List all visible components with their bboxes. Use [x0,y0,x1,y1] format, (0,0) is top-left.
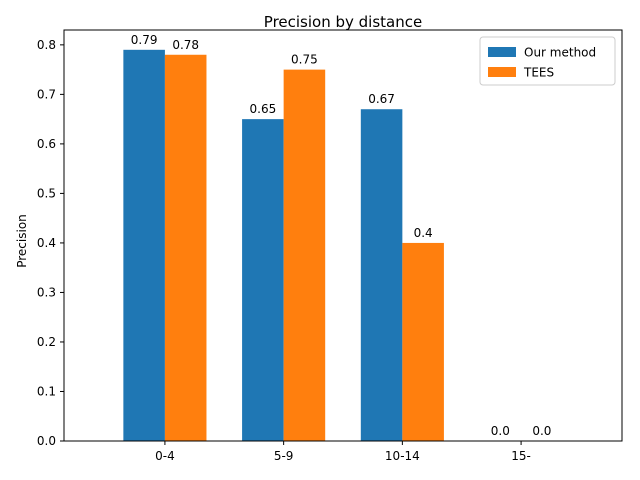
y-tick-label: 0.7 [37,87,56,101]
bar-tees-0-4 [164,54,207,442]
chart-title: Precision by distance [264,13,422,31]
legend-swatch [488,47,516,57]
y-tick-label: 0.3 [37,285,56,299]
bar-labels-group: 0.79 0.65 0.67 0.0 0.78 0.75 0.4 0.0 [131,33,552,438]
x-tick-label: 10-14 [385,449,420,463]
bar-value-label: 0.67 [368,92,395,106]
bar-tees-5-9 [283,69,326,442]
y-tick-label: 0.4 [37,236,56,250]
bar-our-method-10-14 [360,109,403,441]
y-tick-label: 0.5 [37,186,56,200]
y-axis: 0.0 0.1 0.2 0.3 0.4 0.5 0.6 0.7 0.8 [37,38,64,448]
x-tick-label: 5-9 [274,449,294,463]
legend-swatch [488,67,516,77]
y-tick-label: 0.0 [37,434,56,448]
bar-value-label: 0.79 [131,33,158,47]
bar-value-label: 0.4 [414,226,433,240]
y-tick-label: 0.1 [37,384,56,398]
bars-group [123,49,444,442]
bar-value-label: 0.0 [491,424,510,438]
bar-value-label: 0.65 [250,102,277,116]
y-tick-label: 0.2 [37,335,56,349]
bar-our-method-0-4 [123,49,165,442]
legend-label: TEES [523,66,554,80]
legend: Our method TEES [479,36,616,86]
y-tick-label: 0.6 [37,137,56,151]
bar-tees-10-14 [402,242,444,441]
bar-our-method-5-9 [242,119,284,441]
x-tick-label: 0-4 [155,449,175,463]
bar-value-label: 0.75 [291,53,318,67]
bar-value-label: 0.78 [172,38,199,52]
bar-value-label: 0.0 [532,424,551,438]
plot-frame [63,29,623,442]
x-tick-label: 15- [511,449,531,463]
y-axis-label: Precision [15,214,29,268]
x-axis: 0-4 5-9 10-14 15- [155,441,531,463]
legend-label: Our method [524,46,596,60]
y-tick-label: 0.8 [37,38,56,52]
